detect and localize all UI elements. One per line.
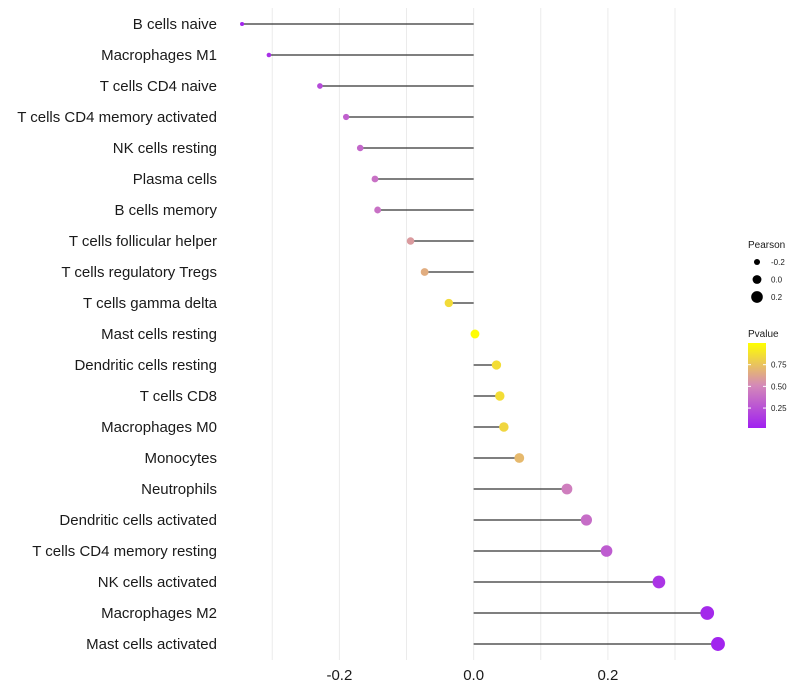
category-label: Macrophages M2 xyxy=(101,605,217,622)
category-label: Dendritic cells activated xyxy=(59,512,217,529)
data-point xyxy=(652,575,666,589)
stems xyxy=(242,23,718,645)
category-label: Mast cells resting xyxy=(101,326,217,343)
data-point xyxy=(444,298,453,308)
category-label: Dendritic cells resting xyxy=(74,357,217,374)
category-label: T cells follicular helper xyxy=(69,233,217,250)
category-label: Macrophages M0 xyxy=(101,419,217,436)
data-point xyxy=(374,206,382,214)
data-point xyxy=(420,268,429,276)
data-point xyxy=(266,52,272,58)
data-point xyxy=(711,637,725,651)
category-label: T cells regulatory Tregs xyxy=(61,264,217,281)
points xyxy=(240,21,725,651)
size-legend-label: 0.2 xyxy=(771,293,783,302)
color-legend-label: 0.25 xyxy=(771,404,787,413)
data-point xyxy=(580,514,593,526)
data-point xyxy=(371,175,379,183)
color-legend-label: 0.50 xyxy=(771,382,787,391)
data-point xyxy=(514,453,525,463)
size-legend-title: Pearson xyxy=(748,240,785,251)
size-legend-label: -0.2 xyxy=(771,258,785,267)
size-legend-dot xyxy=(751,291,763,303)
data-point xyxy=(491,360,502,370)
category-label: T cells CD8 xyxy=(140,388,217,405)
x-tick-label: -0.2 xyxy=(326,667,352,684)
data-point xyxy=(470,329,480,339)
color-legend: Pvalue 0.25 0.50 0.75 xyxy=(748,329,787,428)
category-label: T cells CD4 memory activated xyxy=(17,109,217,126)
data-point xyxy=(356,144,364,152)
size-legend-label: 0.0 xyxy=(771,276,783,285)
size-legend-dot xyxy=(753,258,761,266)
category-label: B cells memory xyxy=(114,202,217,219)
category-label: B cells naive xyxy=(133,16,217,33)
category-label: Plasma cells xyxy=(133,171,217,188)
category-label: T cells CD4 memory resting xyxy=(32,543,217,560)
category-label: NK cells activated xyxy=(98,574,217,591)
category-label: Mast cells activated xyxy=(86,636,217,653)
data-point xyxy=(561,483,573,495)
size-legend-dot xyxy=(752,275,762,284)
category-label: T cells gamma delta xyxy=(83,295,218,312)
data-point xyxy=(240,21,245,27)
x-tick-label: 0.0 xyxy=(463,667,484,684)
color-legend-label: 0.75 xyxy=(771,361,787,370)
category-label: Macrophages M1 xyxy=(101,47,217,64)
color-legend-title: Pvalue xyxy=(748,329,779,340)
data-point xyxy=(499,422,509,432)
data-point xyxy=(317,83,323,89)
x-axis-ticks: -0.2 0.0 0.2 xyxy=(326,667,618,684)
data-point xyxy=(406,237,415,245)
data-point xyxy=(342,113,350,121)
data-point xyxy=(600,545,613,557)
category-label: Neutrophils xyxy=(141,481,217,498)
category-label: T cells CD4 naive xyxy=(100,78,217,95)
x-tick-label: 0.2 xyxy=(597,667,618,684)
data-point xyxy=(495,391,505,401)
data-point xyxy=(700,606,715,620)
category-label: NK cells resting xyxy=(113,140,217,157)
category-label: Monocytes xyxy=(144,450,217,467)
size-legend: Pearson -0.2 0.0 0.2 xyxy=(748,240,785,303)
category-labels: B cells naive Macrophages M1 T cells CD4 n… xyxy=(17,16,217,653)
color-legend-bar xyxy=(748,343,766,428)
